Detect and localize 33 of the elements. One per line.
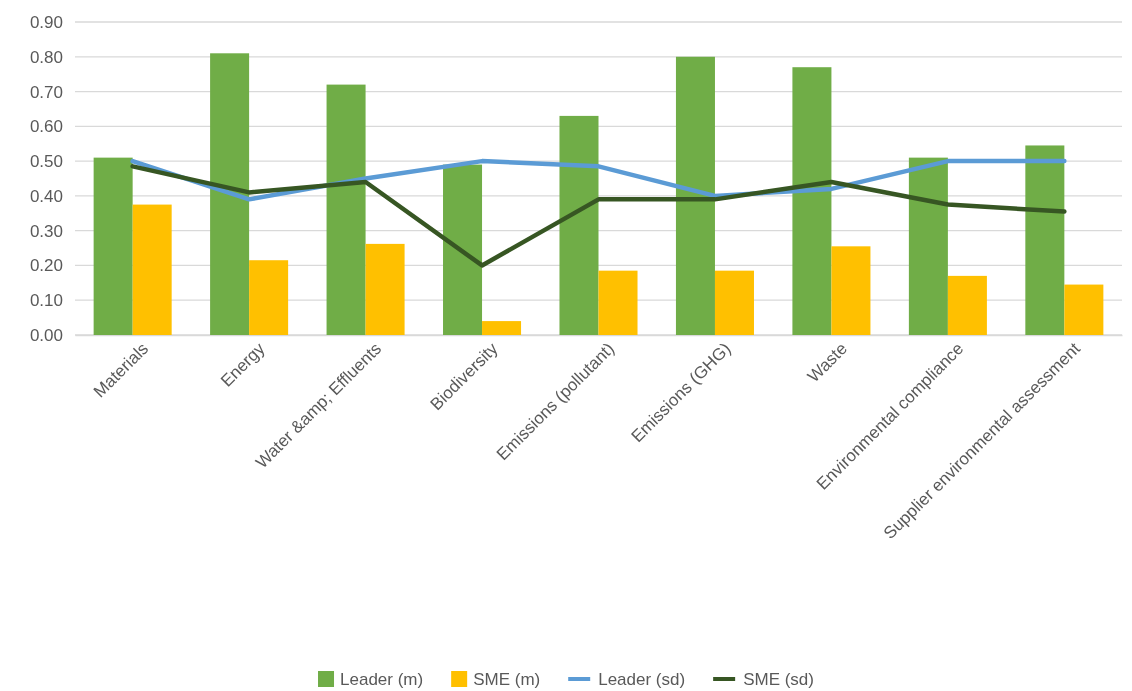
y-tick-label: 0.70 bbox=[29, 82, 63, 102]
bar bbox=[792, 67, 832, 335]
y-tick-label: 0.40 bbox=[29, 186, 63, 206]
y-tick-label: 0.60 bbox=[29, 117, 63, 137]
legend-label: SME (m) bbox=[473, 670, 541, 689]
y-tick-label: 0.20 bbox=[29, 256, 63, 276]
y-tick-label: 0.00 bbox=[29, 325, 63, 345]
bar bbox=[714, 270, 754, 335]
legend-label: Leader (m) bbox=[340, 670, 424, 689]
bar bbox=[908, 157, 948, 335]
y-tick-label: 0.50 bbox=[29, 152, 63, 172]
bar bbox=[482, 321, 522, 335]
bar bbox=[675, 56, 715, 335]
bar bbox=[249, 260, 289, 335]
bar bbox=[559, 115, 599, 335]
bar bbox=[210, 53, 250, 335]
y-tick-label: 0.80 bbox=[29, 47, 63, 67]
bar bbox=[831, 246, 871, 335]
bar bbox=[1025, 145, 1065, 335]
bar bbox=[598, 270, 638, 335]
line-series bbox=[130, 164, 1067, 268]
bar bbox=[1064, 284, 1104, 335]
legend-label: SME (sd) bbox=[743, 670, 814, 689]
bar bbox=[93, 157, 133, 335]
bar bbox=[132, 204, 172, 335]
y-tick-label: 0.90 bbox=[29, 12, 63, 32]
y-tick-label: 0.10 bbox=[29, 291, 63, 311]
y-tick-label: 0.30 bbox=[29, 221, 63, 241]
bar bbox=[443, 164, 483, 335]
legend-label: Leader (sd) bbox=[598, 670, 686, 689]
bar bbox=[326, 84, 366, 335]
bar bbox=[365, 243, 405, 335]
bar bbox=[947, 275, 987, 335]
